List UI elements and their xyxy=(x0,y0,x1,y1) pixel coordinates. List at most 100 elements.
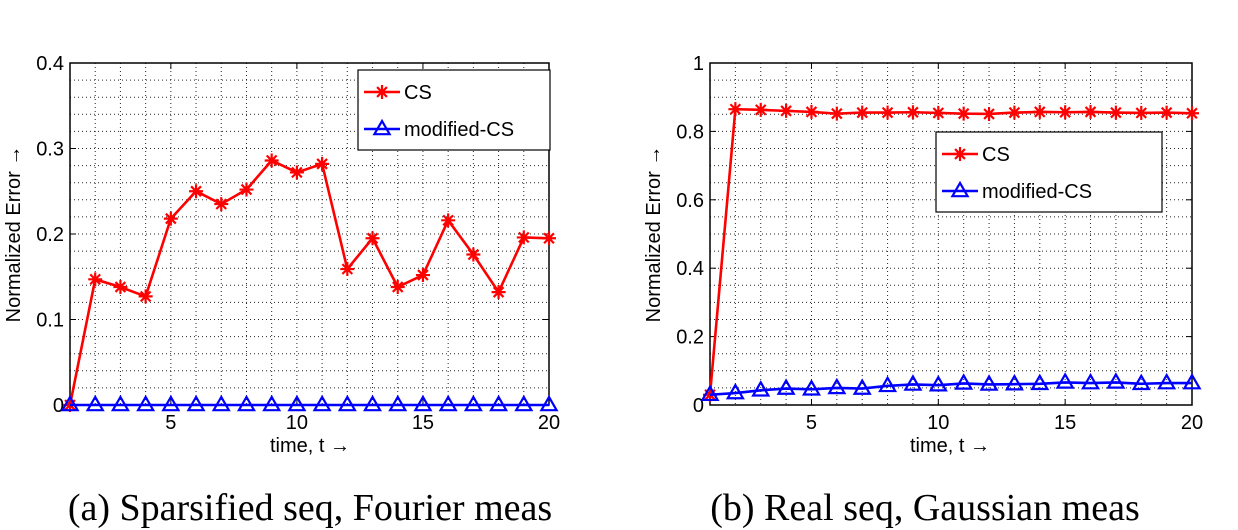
data-point xyxy=(264,153,279,168)
panel-caption: (b) Real seq, Gaussian meas xyxy=(710,487,1140,529)
data-point xyxy=(1055,372,1075,389)
data-point xyxy=(1131,373,1151,391)
data-point xyxy=(186,394,206,412)
data-point xyxy=(753,102,768,117)
data-point xyxy=(982,106,997,121)
data-point xyxy=(1182,372,1202,390)
data-point xyxy=(463,394,483,412)
legend-marker xyxy=(372,118,392,136)
legend-marker xyxy=(375,85,389,99)
data-point xyxy=(413,394,433,412)
data-point xyxy=(489,394,509,412)
y-tick-label: 0.2 xyxy=(676,327,704,349)
data-point xyxy=(1004,373,1024,391)
y-tick-label: 0 xyxy=(53,395,64,417)
data-point xyxy=(1081,372,1101,390)
data-point xyxy=(514,394,534,412)
data-point xyxy=(236,394,256,412)
x-tick-label: 10 xyxy=(927,412,949,434)
y-tick-label: 0 xyxy=(693,395,704,417)
legend-entry: modified-CS xyxy=(982,181,1092,203)
data-point xyxy=(415,268,430,283)
data-point xyxy=(928,374,948,392)
data-point xyxy=(262,394,282,412)
data-point xyxy=(1185,106,1199,121)
panel-caption: (a) Sparsified seq, Fourier meas xyxy=(68,487,552,529)
data-point xyxy=(779,103,794,118)
data-point xyxy=(1108,105,1123,120)
data-point xyxy=(138,289,153,304)
legend-marker xyxy=(953,147,967,161)
data-point xyxy=(88,272,103,287)
data-point xyxy=(441,213,456,228)
data-point xyxy=(880,105,895,120)
data-point xyxy=(163,211,178,226)
x-axis-label: time, t → xyxy=(910,435,990,457)
x-axis-label: time, t → xyxy=(270,435,350,457)
data-point xyxy=(388,394,408,412)
legend-box xyxy=(935,131,1163,213)
data-point xyxy=(852,378,872,395)
x-tick-label: 5 xyxy=(806,412,817,434)
data-point xyxy=(136,394,156,412)
data-point xyxy=(539,394,559,412)
data-point xyxy=(1083,104,1098,119)
data-point xyxy=(855,105,870,120)
data-point xyxy=(312,394,332,412)
data-point xyxy=(542,231,556,246)
data-point xyxy=(931,105,946,120)
legend: CS modified-CS xyxy=(935,131,1163,213)
data-point xyxy=(804,104,819,119)
data-point xyxy=(161,394,181,412)
data-point xyxy=(979,374,999,391)
legend-entry: modified-CS xyxy=(404,119,514,141)
data-point xyxy=(315,156,330,171)
data-point xyxy=(1106,372,1126,389)
data-point xyxy=(438,394,458,412)
data-point xyxy=(903,374,923,391)
data-point xyxy=(827,377,847,395)
data-point xyxy=(776,378,796,395)
data-point xyxy=(363,394,383,412)
data-point xyxy=(1007,105,1022,120)
data-point xyxy=(829,106,844,121)
data-point xyxy=(1159,105,1174,120)
data-point xyxy=(725,382,745,400)
data-point xyxy=(878,375,898,393)
y-tick-label: 0.2 xyxy=(36,224,64,246)
y-tick-label: 0.4 xyxy=(676,258,704,280)
data-point xyxy=(110,394,130,412)
x-tick-label: 10 xyxy=(286,412,308,434)
data-point xyxy=(287,394,307,412)
legend-entry: CS xyxy=(404,82,432,104)
data-point xyxy=(801,379,821,396)
data-point xyxy=(905,105,920,120)
data-point xyxy=(1058,105,1073,120)
y-axis-label: Normalized Error → xyxy=(643,146,665,323)
data-point xyxy=(340,262,355,277)
data-point xyxy=(956,106,971,121)
data-point xyxy=(1134,105,1149,120)
panel-b: 5 10 15 20 0 0.2 0.4 0.6 0.8 1 time, t → Normalized… xyxy=(643,53,1203,529)
data-point xyxy=(239,182,254,197)
y-tick-label: 0.6 xyxy=(676,190,704,212)
data-point xyxy=(1030,373,1050,391)
data-point xyxy=(365,231,380,246)
data-point xyxy=(211,394,231,412)
data-point xyxy=(516,230,531,245)
data-point xyxy=(1157,372,1177,390)
data-point xyxy=(491,285,506,300)
data-point xyxy=(1032,104,1047,119)
y-tick-label: 0.4 xyxy=(36,53,64,75)
data-point xyxy=(390,280,405,295)
series-modified-cs xyxy=(60,394,559,412)
y-tick-label: 0.8 xyxy=(676,121,704,143)
data-point xyxy=(189,184,204,199)
series-cs xyxy=(703,102,1199,402)
series-line xyxy=(68,158,550,406)
axes-box xyxy=(709,62,1193,406)
data-point xyxy=(85,394,105,412)
x-tick-label: 20 xyxy=(1181,412,1203,434)
data-point xyxy=(954,373,974,390)
